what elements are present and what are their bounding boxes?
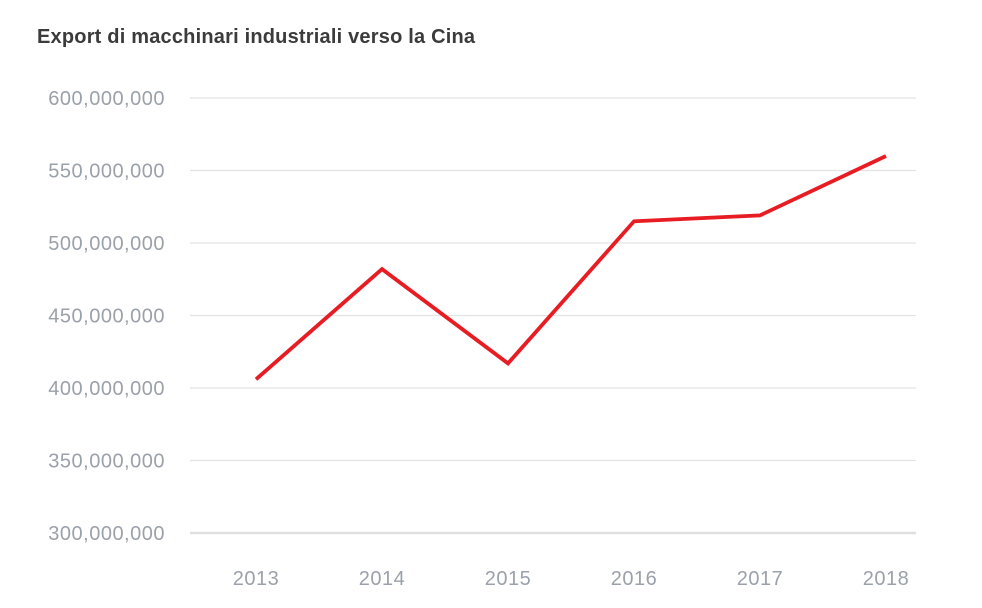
x-tick-label: 2015 xyxy=(485,568,532,590)
x-tick-label: 2014 xyxy=(359,568,406,590)
data-line-series xyxy=(254,154,887,381)
x-tick-label: 2017 xyxy=(737,568,784,590)
y-tick-label: 500,000,000 xyxy=(48,233,165,255)
y-tick-label: 300,000,000 xyxy=(48,523,165,545)
x-tick-label: 2013 xyxy=(233,568,280,590)
x-tick-label: 2016 xyxy=(611,568,658,590)
y-tick-label: 600,000,000 xyxy=(48,88,165,110)
x-tick-label: 2018 xyxy=(863,568,910,590)
y-tick-label: 350,000,000 xyxy=(48,451,165,473)
chart-title: Export di macchinari industriali verso l… xyxy=(37,26,476,48)
y-tick-label: 400,000,000 xyxy=(48,378,165,400)
y-tick-label: 550,000,000 xyxy=(48,161,165,183)
y-tick-label: 450,000,000 xyxy=(48,306,165,328)
